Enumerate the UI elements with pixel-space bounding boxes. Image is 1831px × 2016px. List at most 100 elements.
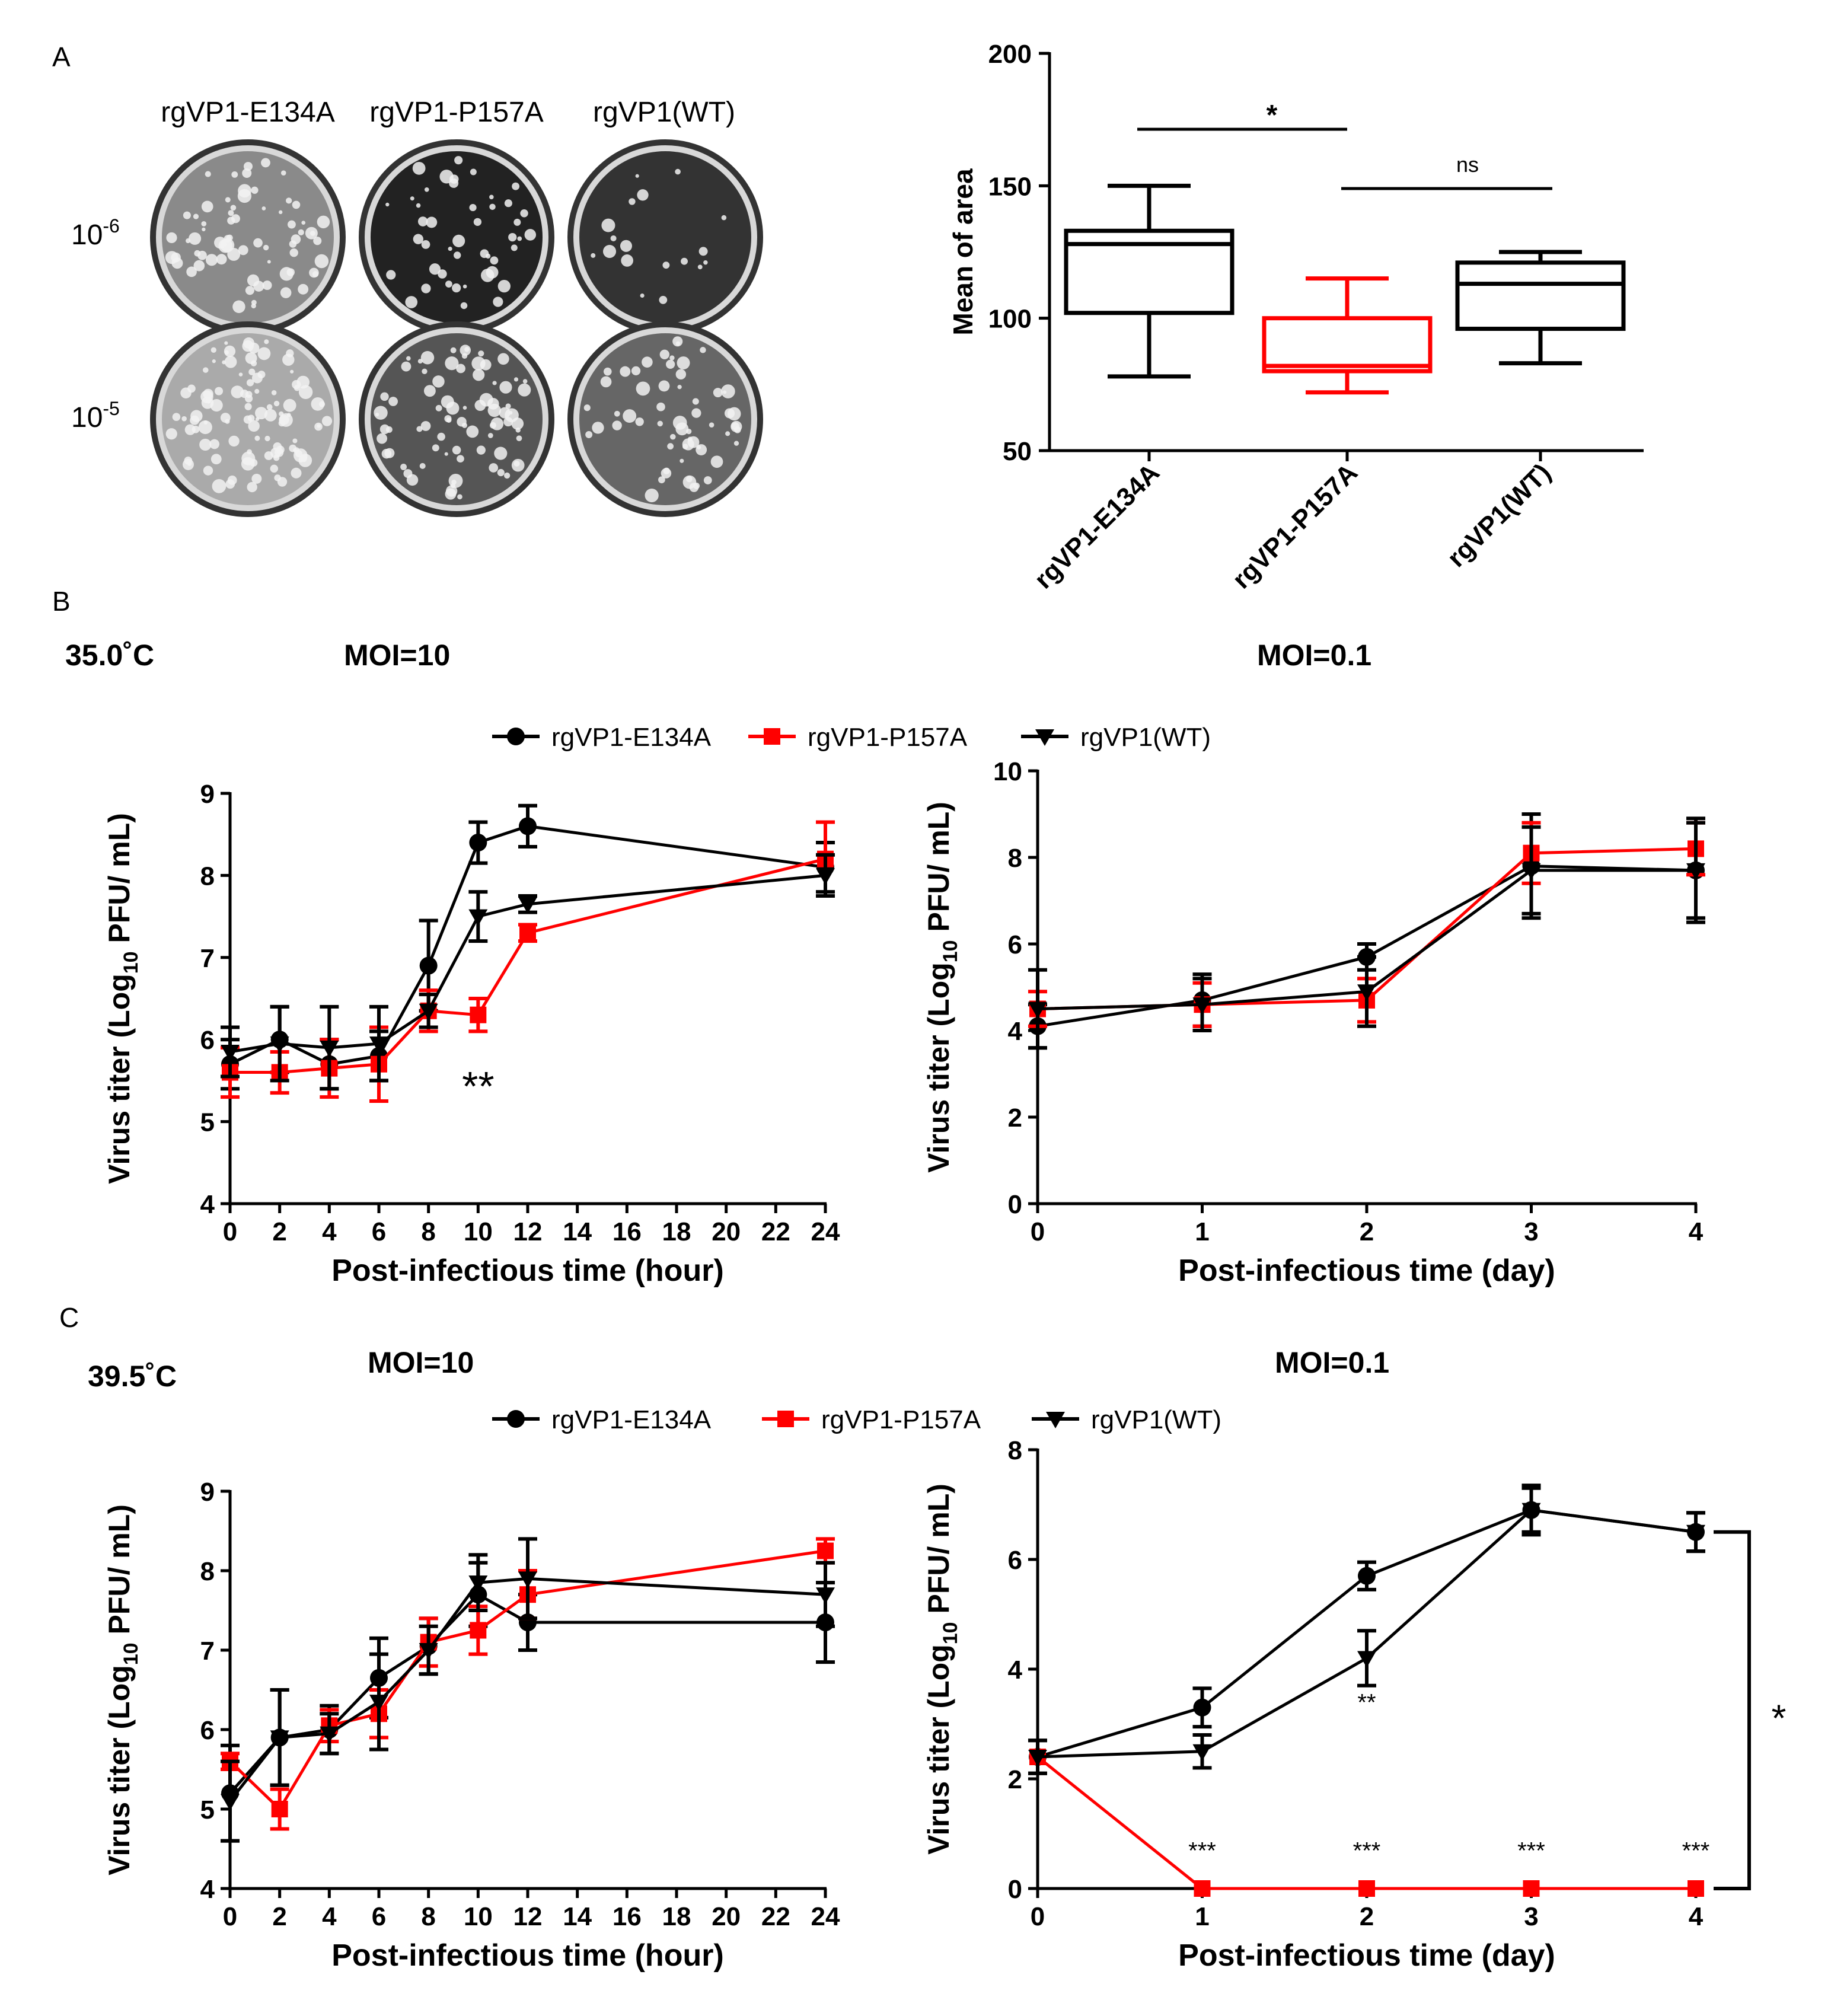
data-point xyxy=(1686,863,1705,880)
data-point xyxy=(1358,1880,1375,1897)
plaque-spot xyxy=(437,432,445,441)
plaque-spot xyxy=(503,417,513,427)
plaque-spot xyxy=(452,445,461,455)
y-axis-label-post: PFU/ mL) xyxy=(103,813,136,951)
plaque-spot xyxy=(462,284,467,289)
plaque-spot xyxy=(205,171,211,177)
plaque-spot xyxy=(298,454,312,467)
y-tick-label: 4 xyxy=(1008,1655,1023,1685)
plaque-spot xyxy=(416,426,423,432)
legend-marker xyxy=(1046,1412,1065,1428)
plate-column-label-3: rgVP1(WT) xyxy=(593,97,735,128)
plaque-spot xyxy=(238,372,243,377)
dilution-label-2: 10-5 xyxy=(71,398,120,433)
x-tick-label: rgVP1-E134A xyxy=(1029,458,1165,594)
plaque-spot xyxy=(262,280,272,291)
plaque-spot xyxy=(473,369,485,381)
plaque-spot xyxy=(600,376,612,388)
y-axis-label-pre: Virus titer (Log xyxy=(922,962,955,1173)
plaque-spot xyxy=(503,472,511,479)
plaque-spot xyxy=(205,254,218,266)
x-tick-label: 8 xyxy=(421,1217,435,1246)
plaque-spot xyxy=(658,476,665,484)
data-point xyxy=(1357,1651,1376,1668)
legend-item-3: rgVP1(WT) xyxy=(1021,723,1211,752)
plaque-spot xyxy=(197,250,207,260)
x-tick-label: 2 xyxy=(1360,1217,1374,1246)
plaque-spot xyxy=(247,274,260,287)
plaque-spot xyxy=(432,444,439,452)
plaque-spot xyxy=(310,231,315,236)
x-tick-label: 10 xyxy=(464,1902,493,1931)
significance-label: *** xyxy=(1517,1838,1545,1864)
plaque-spot xyxy=(450,347,457,353)
y-tick-label: 5 xyxy=(200,1108,215,1137)
plaque-spot xyxy=(280,170,286,176)
plaque-spot xyxy=(270,464,278,473)
plaque-spot xyxy=(212,479,227,493)
plaque-spot xyxy=(291,467,302,479)
box-iqr xyxy=(1262,316,1433,374)
series-rgVP1(WT) xyxy=(1028,1484,1705,1775)
data-point xyxy=(221,1794,240,1811)
legend-item-2: rgVP1-P157A xyxy=(748,723,968,752)
plaque-spot xyxy=(524,229,537,241)
moi-high-label-b: MOI=10 xyxy=(344,639,450,672)
series-line xyxy=(230,857,826,1074)
plaque-spot xyxy=(405,296,418,308)
plaque-spot xyxy=(518,383,531,397)
plaque-spot xyxy=(377,433,388,444)
plaque-spot xyxy=(241,457,255,471)
x-tick-label: 20 xyxy=(712,1217,741,1246)
plaque-spot xyxy=(279,411,284,417)
plaque-spot xyxy=(435,404,442,412)
y-tick-label: 4 xyxy=(200,1875,215,1904)
plaque-spot xyxy=(210,347,216,353)
y-tick-label: 10 xyxy=(993,757,1022,786)
legend-label: rgVP1-P157A xyxy=(821,1405,981,1434)
plaque-spot xyxy=(224,355,237,368)
plaque-spot xyxy=(224,341,228,345)
y-axis-label-sub: 10 xyxy=(120,951,142,974)
plaque-spot xyxy=(675,168,681,175)
plaque-spot xyxy=(289,248,298,257)
plaque-assay-photo: rgVP1-E134A rgVP1-P157A rgVP1(WT) 10-6 1… xyxy=(71,97,763,517)
y-axis-label-post: PFU/ mL) xyxy=(922,1484,955,1622)
data-point xyxy=(468,909,488,926)
plaque-spot xyxy=(429,263,441,275)
plaque-spot xyxy=(675,341,681,346)
x-tick-label: 16 xyxy=(613,1902,642,1931)
plaque-spot xyxy=(257,347,271,361)
plaque-spot xyxy=(417,359,423,364)
plaque-spot xyxy=(659,295,668,304)
plaque-spot xyxy=(203,420,208,425)
plaque-spot xyxy=(635,417,644,426)
plaque-spot xyxy=(172,413,181,421)
plaque-spot xyxy=(682,444,688,449)
plaque-spot xyxy=(520,209,528,218)
data-point xyxy=(1028,1750,1047,1766)
plaque-spot xyxy=(264,339,269,344)
series-line xyxy=(229,1577,826,1803)
plaque-spot xyxy=(298,385,313,399)
panel-label-c: C xyxy=(59,1302,79,1333)
dilution-base-1: 10 xyxy=(71,219,103,251)
legend-label: rgVP1(WT) xyxy=(1080,723,1211,752)
plaque-spot xyxy=(388,397,398,406)
plaque-spot xyxy=(492,381,497,385)
y-tick-label: 0 xyxy=(1008,1875,1022,1904)
significance-label: ns xyxy=(1456,152,1479,177)
plaque-spot xyxy=(255,407,268,420)
plaque-spot xyxy=(696,444,707,455)
plaque-spot xyxy=(675,422,689,436)
y-tick-label: 6 xyxy=(200,1716,215,1745)
data-point xyxy=(518,1571,537,1588)
chart-b-moi01: 0 2 4 6 8 10 0 1 2 3 4 Post-infectious time (day) Vi… xyxy=(922,757,1705,1288)
plaque-spot xyxy=(446,417,452,423)
plaque-spot xyxy=(420,421,431,431)
data-point xyxy=(320,1041,339,1058)
y-tick-label: 8 xyxy=(1008,844,1022,873)
plaque-spot xyxy=(675,369,687,379)
plaque-spot xyxy=(583,404,591,412)
plaque-spot xyxy=(602,245,617,259)
